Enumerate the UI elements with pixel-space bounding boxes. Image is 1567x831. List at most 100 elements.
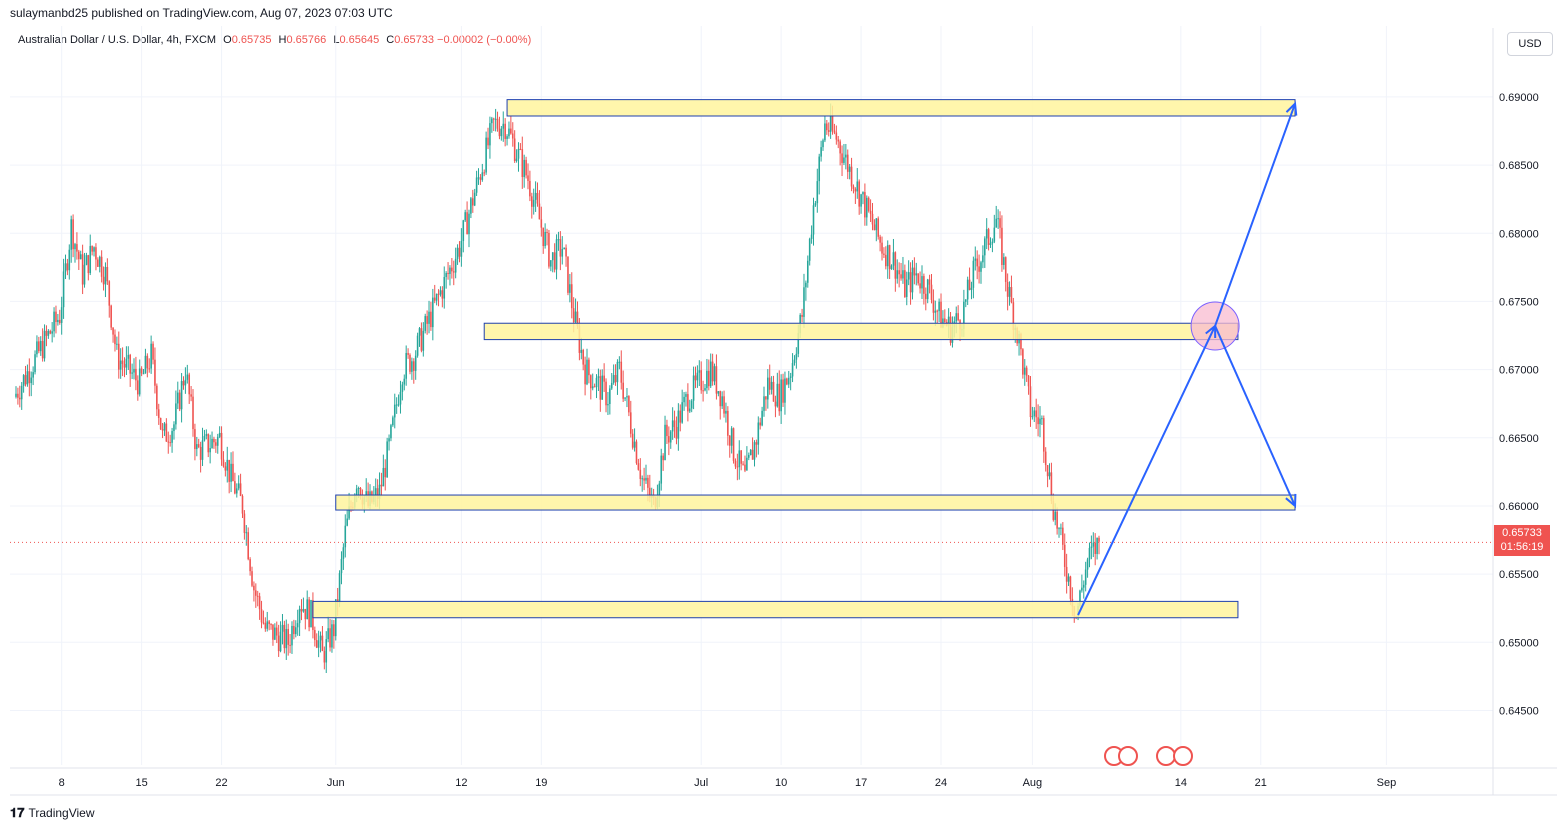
candle-body: [180, 381, 183, 410]
sr-zone: [506, 99, 1296, 117]
candle-body: [506, 136, 508, 139]
event-flag-us-icon-2[interactable]: [1173, 746, 1193, 766]
candle-body: [291, 625, 293, 646]
candle-body: [782, 379, 784, 403]
candle-body: [548, 232, 550, 267]
candle-body: [538, 203, 541, 220]
candle-body: [274, 627, 276, 640]
candle-body: [489, 123, 491, 146]
candle-body: [106, 266, 109, 282]
candle-body: [955, 313, 958, 322]
candle-body: [679, 410, 682, 423]
candle-body: [768, 377, 771, 390]
candle-body: [156, 385, 158, 410]
brand-name: TradingView: [28, 806, 95, 820]
candle-body: [786, 378, 788, 385]
candle-body: [1006, 281, 1009, 297]
candle-body: [298, 608, 301, 624]
candle-body: [816, 181, 819, 204]
candle-body: [230, 463, 232, 482]
candle-body: [325, 639, 328, 663]
candle-body: [544, 231, 546, 247]
candle-body: [938, 301, 940, 312]
y-tick-label: 0.66000: [1499, 501, 1539, 513]
tradingview-logo-icon[interactable]: 𝟏𝟕: [10, 805, 25, 820]
candle-body: [1046, 465, 1049, 477]
candle-body: [414, 355, 417, 371]
candle-body: [569, 284, 571, 293]
candle-body: [154, 359, 156, 386]
candle-body: [513, 138, 516, 162]
candle-body: [392, 417, 394, 426]
candle-body: [220, 432, 223, 460]
candle-body: [772, 381, 775, 402]
candle-body: [626, 396, 628, 398]
candle-body: [673, 420, 676, 428]
candle-body: [909, 272, 912, 293]
candle-body: [161, 429, 164, 431]
candle-body: [239, 483, 242, 496]
candle-body: [1004, 257, 1007, 282]
currency-button[interactable]: USD: [1507, 32, 1553, 56]
candle-body: [1081, 587, 1083, 591]
candle-body: [1096, 537, 1098, 554]
candle-body: [978, 266, 980, 272]
candle-body: [58, 319, 61, 323]
event-flag-au-icon-2[interactable]: [1118, 746, 1138, 766]
candle-body: [300, 608, 303, 612]
candle-body: [789, 376, 792, 378]
candle-body: [279, 631, 282, 652]
candle-body: [1003, 257, 1005, 265]
candle-body: [199, 446, 202, 460]
candle-body: [62, 271, 65, 308]
candle-body: [85, 255, 88, 265]
candle-body: [879, 236, 881, 243]
candle-body: [93, 247, 95, 252]
candle-body: [926, 279, 929, 300]
candle-body: [629, 412, 632, 434]
candle-body: [262, 622, 265, 624]
candle-body: [57, 319, 59, 323]
candle-body: [1058, 528, 1060, 530]
close-value: 0.65733: [394, 34, 434, 46]
x-tick-label: Sep: [1377, 777, 1397, 789]
candle-body: [137, 380, 139, 395]
candle-body: [723, 396, 725, 414]
candle-body: [698, 370, 701, 373]
candle-body: [877, 218, 880, 237]
candle-body: [576, 311, 579, 326]
candle-body: [551, 252, 554, 261]
candle-body: [970, 287, 973, 290]
candle-body: [331, 624, 333, 648]
candle-body: [668, 436, 670, 443]
candle-body: [837, 139, 840, 142]
candle-body: [591, 386, 594, 389]
candle-body: [1069, 576, 1072, 599]
candle-body: [742, 463, 744, 465]
candle-body: [561, 249, 564, 257]
candle-body: [173, 424, 175, 432]
candle-body: [1086, 559, 1089, 570]
candle-body: [428, 311, 430, 324]
candle-body: [470, 198, 472, 214]
candle-body: [900, 274, 902, 279]
candle-body: [835, 132, 838, 140]
candle-body: [98, 256, 101, 267]
candle-body: [989, 243, 992, 245]
candle-body: [1062, 527, 1064, 545]
candle-body: [624, 397, 626, 399]
candle-body: [412, 361, 415, 371]
symbol-legend: Australian Dollar / U.S. Dollar, 4h, FXC…: [18, 34, 531, 46]
y-tick-label: 0.66500: [1499, 433, 1539, 445]
candle-body: [110, 305, 112, 328]
candle-body: [860, 194, 862, 207]
candle-body: [1088, 547, 1091, 560]
candle-body: [304, 609, 307, 620]
candle-body: [542, 227, 545, 247]
candle-body: [209, 448, 211, 453]
candle-body: [310, 600, 312, 628]
candle-body: [603, 375, 605, 382]
candle-body: [228, 459, 230, 482]
candle-body: [386, 441, 388, 478]
